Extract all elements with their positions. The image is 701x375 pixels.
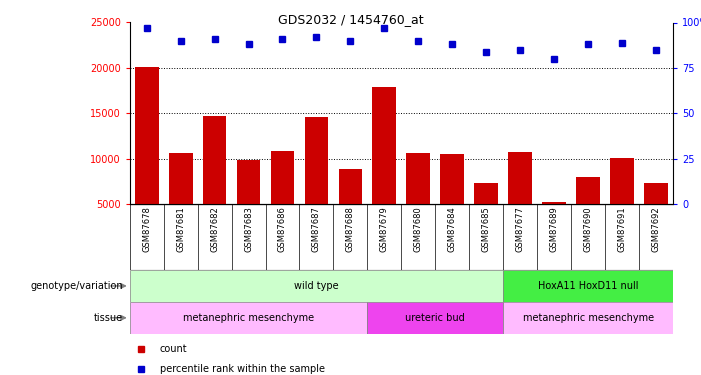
Text: GSM87689: GSM87689 [550, 206, 559, 252]
Bar [503, 302, 673, 334]
Bar [130, 302, 367, 334]
Bar [271, 151, 294, 204]
Text: wild type: wild type [294, 281, 339, 291]
Bar [237, 160, 260, 204]
Text: GSM87686: GSM87686 [278, 206, 287, 252]
Text: percentile rank within the sample: percentile rank within the sample [160, 364, 325, 374]
Text: GSM87678: GSM87678 [142, 206, 151, 252]
Text: GSM87692: GSM87692 [651, 206, 660, 252]
Text: GSM87679: GSM87679 [380, 206, 389, 252]
Bar [372, 87, 396, 204]
Text: metanephric mesenchyme: metanephric mesenchyme [183, 313, 314, 323]
Text: GSM87687: GSM87687 [312, 206, 321, 252]
Bar [130, 270, 503, 302]
Bar [508, 152, 532, 204]
Bar [135, 67, 158, 204]
Text: GSM87684: GSM87684 [448, 206, 457, 252]
Bar [644, 183, 668, 204]
Bar [610, 158, 634, 204]
Bar [407, 153, 430, 204]
Text: GSM87681: GSM87681 [176, 206, 185, 252]
Text: GSM87680: GSM87680 [414, 206, 423, 252]
Text: GSM87691: GSM87691 [618, 206, 627, 252]
Text: GSM87683: GSM87683 [244, 206, 253, 252]
Bar [304, 117, 328, 204]
Bar [203, 116, 226, 204]
Bar [339, 169, 362, 204]
Bar [503, 270, 673, 302]
Text: HoxA11 HoxD11 null: HoxA11 HoxD11 null [538, 281, 639, 291]
Text: GSM87677: GSM87677 [516, 206, 524, 252]
Text: metanephric mesenchyme: metanephric mesenchyme [522, 313, 653, 323]
Text: GSM87682: GSM87682 [210, 206, 219, 252]
Text: ureteric bud: ureteric bud [405, 313, 465, 323]
Bar [169, 153, 193, 204]
Bar [576, 177, 600, 204]
Text: GSM87685: GSM87685 [482, 206, 491, 252]
Text: tissue: tissue [93, 313, 123, 323]
Text: genotype/variation: genotype/variation [30, 281, 123, 291]
Bar [475, 183, 498, 204]
Text: GSM87688: GSM87688 [346, 206, 355, 252]
Bar [367, 302, 503, 334]
Text: count: count [160, 344, 187, 354]
Text: GDS2032 / 1454760_at: GDS2032 / 1454760_at [278, 13, 423, 26]
Text: GSM87690: GSM87690 [583, 206, 592, 252]
Bar [440, 154, 464, 204]
Bar [543, 202, 566, 204]
